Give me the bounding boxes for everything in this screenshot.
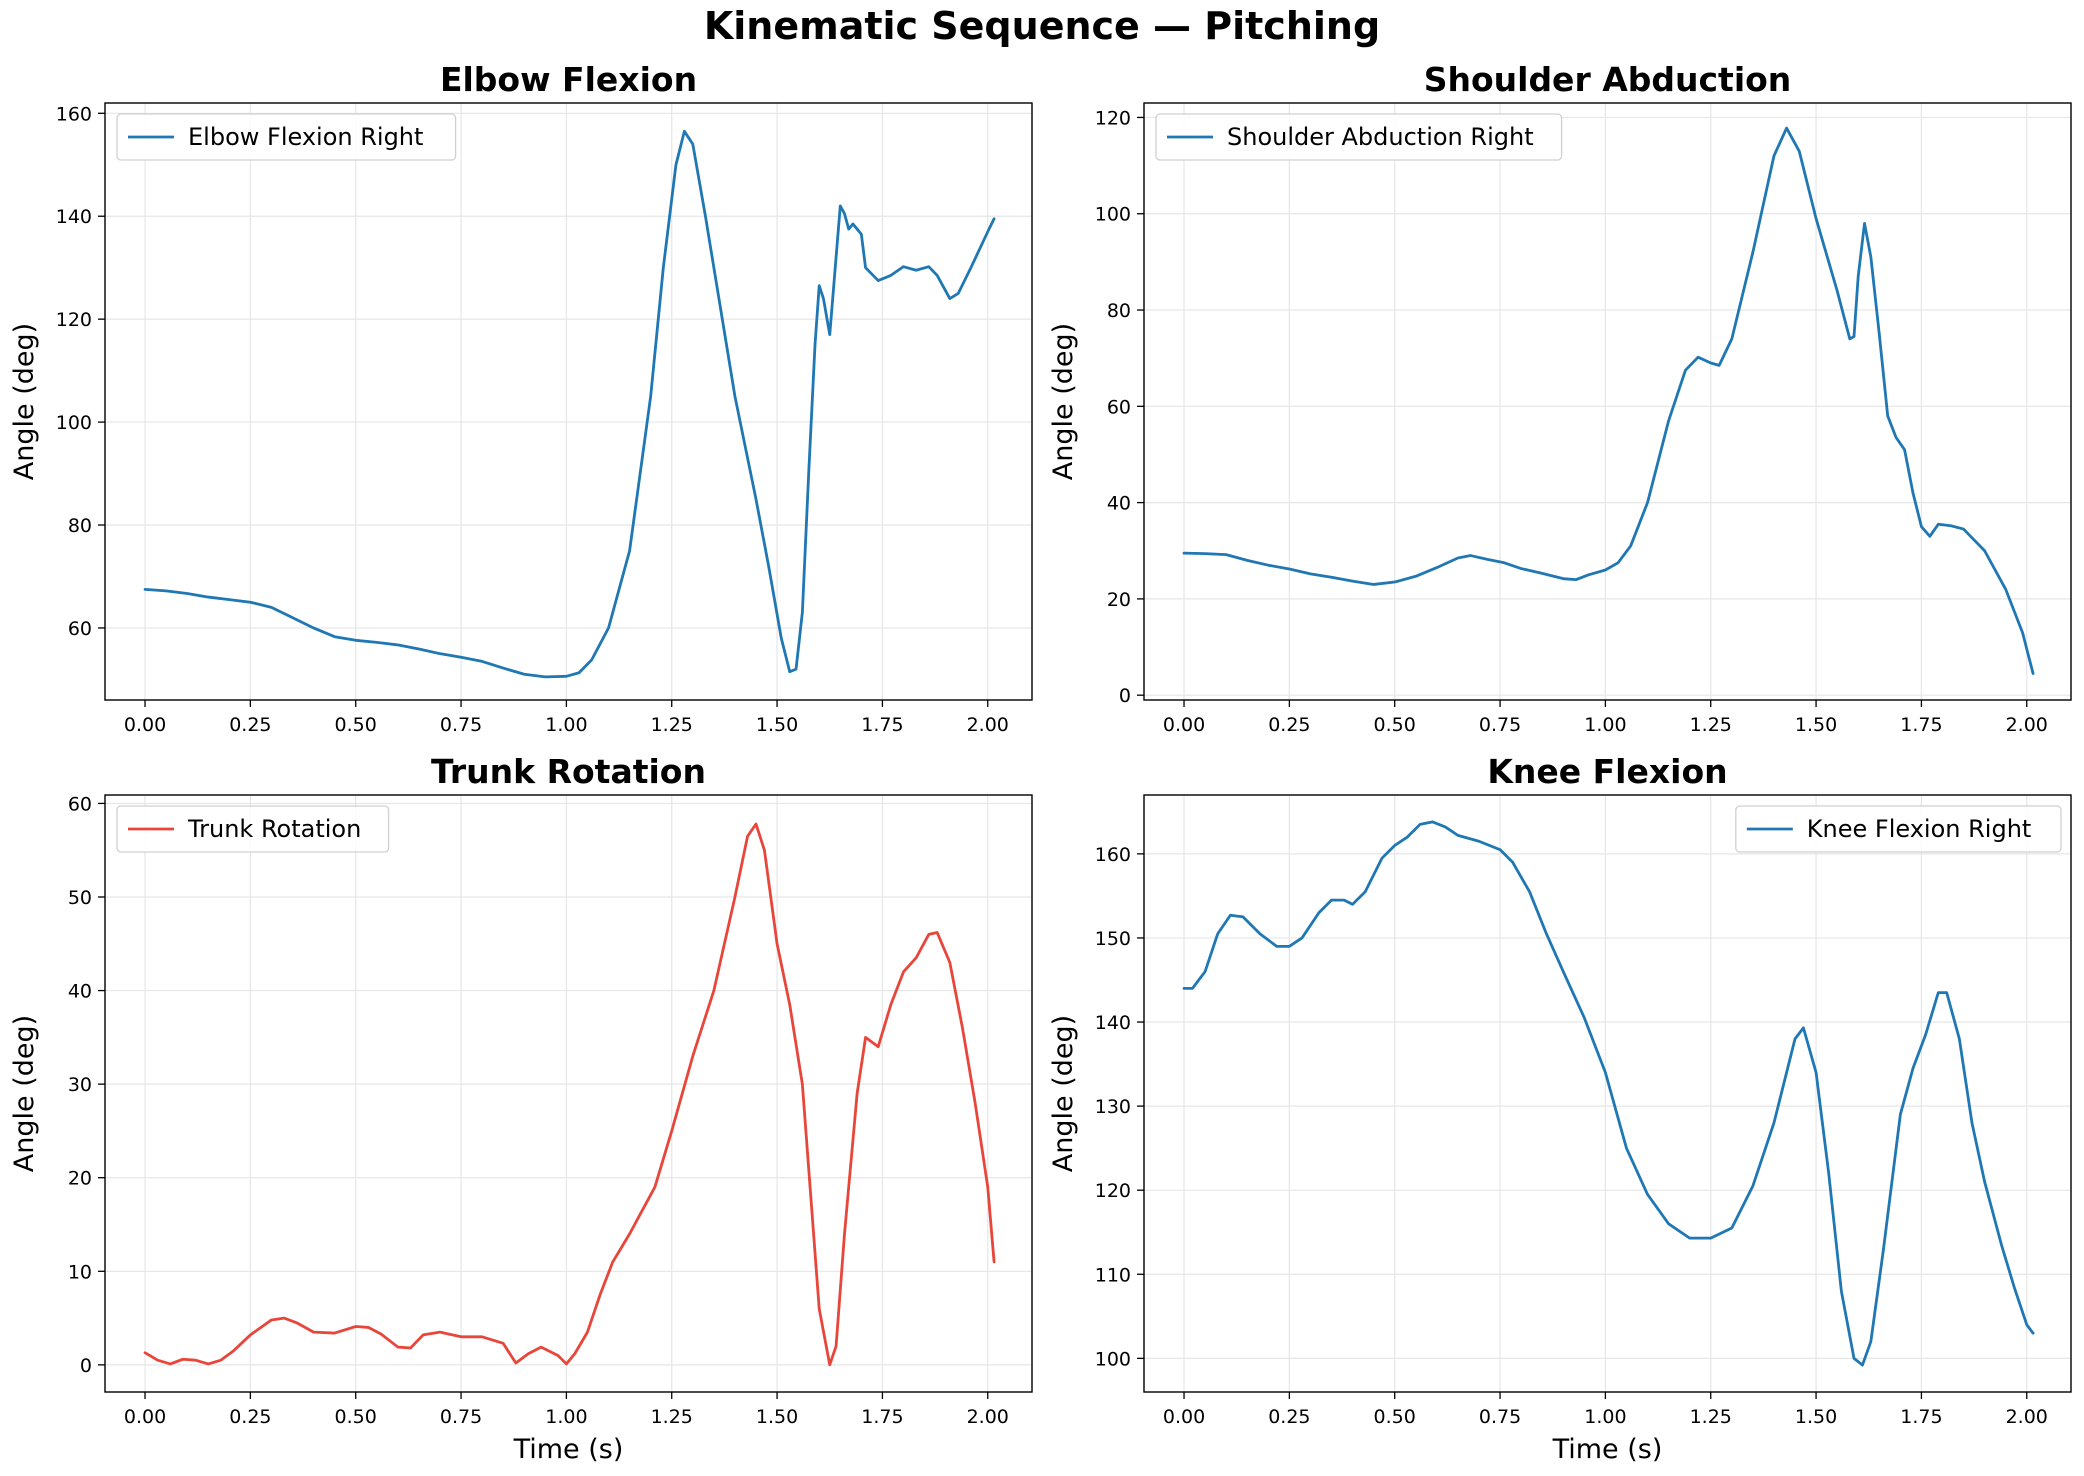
panel-3-y-axis-label: Angle (deg) [9, 1015, 40, 1172]
panel-3-x-tick-label: 1.50 [756, 1406, 798, 1428]
panel-4-y-tick-label: 120 [1095, 1180, 1131, 1202]
panel-3-y-tick-label: 60 [68, 793, 92, 815]
panel-4-legend-label: Knee Flexion Right [1807, 815, 2032, 843]
figure-title: Kinematic Sequence — Pitching [703, 4, 1381, 48]
panel-4-x-tick-label: 0.25 [1268, 1406, 1310, 1428]
panel-4-y-tick-label: 100 [1095, 1348, 1131, 1370]
panel-1-x-tick-label: 1.50 [756, 714, 798, 736]
panel-1-y-tick-label: 60 [68, 618, 92, 640]
panel-3-x-tick-label: 1.25 [651, 1406, 693, 1428]
panel-3-x-tick-label: 2.00 [967, 1406, 1009, 1428]
panel-1-x-tick-label: 0.50 [335, 714, 377, 736]
panel-3-title: Trunk Rotation [431, 752, 706, 791]
panel-4-x-tick-label: 0.50 [1374, 1406, 1416, 1428]
panel-1-y-tick-label: 100 [56, 412, 92, 434]
panel-1-y-axis-label: Angle (deg) [9, 323, 40, 480]
panel-2-title: Shoulder Abduction [1424, 60, 1792, 99]
panel-4-y-axis-label: Angle (deg) [1048, 1015, 1079, 1172]
panel-3-x-tick-label: 1.75 [861, 1406, 903, 1428]
panel-1-title: Elbow Flexion [440, 60, 697, 99]
panel-2-x-tick-label: 1.50 [1795, 714, 1837, 736]
panel-2-legend-box [1155, 113, 1563, 161]
panel-4-y-tick-label: 130 [1095, 1096, 1131, 1118]
panel-2-legend-label: Shoulder Abduction Right [1227, 123, 1534, 151]
panel-1: 0.00 0.25 0.50 0.75 1.00 1.25 1.50 1.75 2.00 60 80… [9, 60, 1033, 736]
panel-2-y-tick-label: 80 [1107, 300, 1131, 322]
panel-4-x-tick-label: 2.00 [2006, 1406, 2048, 1428]
panel-3-x-tick-label: 0.25 [229, 1406, 271, 1428]
panel-1-series-line [143, 129, 996, 679]
panel-1-legend-label: Elbow Flexion Right [188, 123, 423, 151]
panel-4-y-tick-label: 140 [1095, 1012, 1131, 1034]
panel-3-x-tick-label: 0.75 [440, 1406, 482, 1428]
panel-4-x-axis-label: Time (s) [1552, 1434, 1663, 1465]
panel-3-y-tick-label: 0 [80, 1355, 92, 1377]
panel-2-series-line [1182, 126, 2035, 675]
panel-4-series-line [1182, 820, 2035, 1367]
panel-4-x-tick-label: 0.00 [1163, 1406, 1205, 1428]
panel-2-x-tick-label: 1.00 [1584, 714, 1626, 736]
panel-4-axes-frame [1143, 794, 2072, 1393]
panel-1-x-tick-label: 1.00 [545, 714, 587, 736]
panel-3-series-line [143, 822, 996, 1367]
panel-3-legend-box [116, 805, 390, 853]
panel-4-y-tick-label: 150 [1095, 928, 1131, 950]
panel-1-y-tick-label: 160 [56, 103, 92, 125]
panel-3-x-tick-label: 0.00 [124, 1406, 166, 1428]
panel-3-legend: Trunk Rotation [116, 805, 390, 853]
panel-2-y-tick-label: 20 [1107, 589, 1131, 611]
panel-2-y-tick-label: 0 [1119, 685, 1131, 707]
panel-4-x-tick-label: 1.75 [1900, 1406, 1942, 1428]
panel-3-x-tick-label: 1.00 [545, 1406, 587, 1428]
panel-4-y-tick-label: 110 [1095, 1264, 1131, 1286]
panel-2-x-tick-label: 2.00 [2006, 714, 2048, 736]
panel-1-x-tick-label: 1.25 [651, 714, 693, 736]
panel-1-y-tick-label: 120 [56, 309, 92, 331]
panel-2-x-tick-label: 0.50 [1374, 714, 1416, 736]
panel-4-legend: Knee Flexion Right [1735, 805, 2062, 853]
panel-2-x-tick-label: 0.25 [1268, 714, 1310, 736]
panel-4-x-tick-label: 1.50 [1795, 1406, 1837, 1428]
panel-3: 0.00 0.25 0.50 0.75 1.00 1.25 1.50 1.75 2.00 0 10 2… [9, 752, 1033, 1465]
panel-2-y-tick-label: 60 [1107, 396, 1131, 418]
panel-1-y-tick-label: 80 [68, 515, 92, 537]
panel-3-y-tick-label: 30 [68, 1074, 92, 1096]
panel-4-legend-box [1735, 805, 2062, 853]
panel-2: 0.00 0.25 0.50 0.75 1.00 1.25 1.50 1.75 2.00 0 20 4… [1048, 60, 2072, 736]
panel-1-x-tick-label: 0.25 [229, 714, 271, 736]
panel-3-legend-label: Trunk Rotation [187, 815, 361, 843]
panel-2-y-tick-label: 120 [1095, 107, 1131, 129]
panel-3-axes-frame [104, 794, 1033, 1393]
panel-4-x-tick-label: 0.75 [1479, 1406, 1521, 1428]
panel-3-x-tick-label: 0.50 [335, 1406, 377, 1428]
panel-4-x-tick-label: 1.25 [1690, 1406, 1732, 1428]
panel-1-axes-frame [104, 102, 1033, 701]
panel-2-legend: Shoulder Abduction Right [1155, 113, 1563, 161]
panel-4: 0.00 0.25 0.50 0.75 1.00 1.25 1.50 1.75 2.00 100 1… [1048, 752, 2072, 1465]
panel-2-x-tick-label: 1.75 [1900, 714, 1942, 736]
panel-2-x-tick-label: 0.75 [1479, 714, 1521, 736]
panel-3-x-axis-label: Time (s) [513, 1434, 624, 1465]
panel-1-x-tick-label: 0.75 [440, 714, 482, 736]
panel-1-legend: Elbow Flexion Right [116, 113, 457, 161]
panel-2-y-tick-label: 40 [1107, 493, 1131, 515]
panel-4-x-tick-label: 1.00 [1584, 1406, 1626, 1428]
panel-4-title: Knee Flexion [1487, 752, 1727, 791]
panel-1-x-tick-label: 2.00 [967, 714, 1009, 736]
panel-2-x-tick-label: 1.25 [1690, 714, 1732, 736]
panel-2-x-tick-label: 0.00 [1163, 714, 1205, 736]
panel-4-y-tick-label: 160 [1095, 844, 1131, 866]
panel-3-y-tick-label: 10 [68, 1261, 92, 1283]
panel-2-y-axis-label: Angle (deg) [1048, 323, 1079, 480]
panel-1-legend-box [116, 113, 457, 161]
panel-2-axes-frame [1143, 102, 2072, 701]
panel-1-x-tick-label: 0.00 [124, 714, 166, 736]
panel-3-y-tick-label: 50 [68, 887, 92, 909]
panel-2-y-tick-label: 100 [1095, 204, 1131, 226]
panel-1-x-tick-label: 1.75 [861, 714, 903, 736]
panel-3-y-tick-label: 40 [68, 981, 92, 1003]
panel-1-y-tick-label: 140 [56, 206, 92, 228]
panel-3-y-tick-label: 20 [68, 1168, 92, 1190]
